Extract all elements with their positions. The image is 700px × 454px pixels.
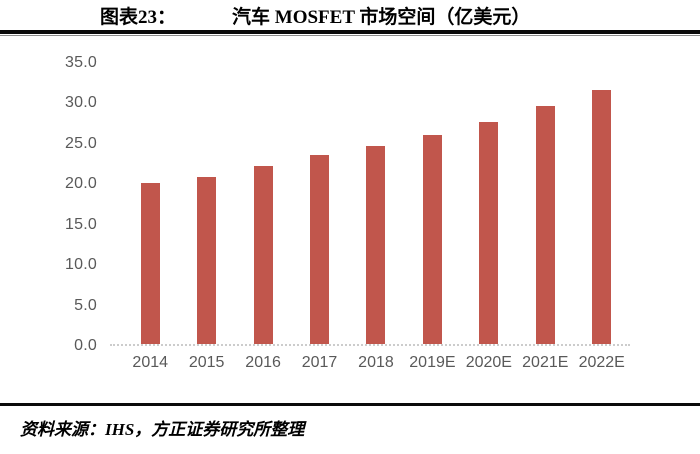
plot-area [110, 63, 630, 346]
y-tick-label: 15.0 [65, 215, 97, 233]
y-tick-label: 25.0 [65, 134, 97, 152]
bar-slot [461, 63, 517, 344]
bar-slot [122, 63, 178, 344]
bar [197, 177, 217, 344]
x-tick-label: 2021E [522, 354, 569, 371]
bar [253, 165, 273, 344]
x-tick-label: 2022E [578, 354, 625, 371]
y-axis: 0.0 5.0 10.0 15.0 20.0 25.0 30.0 35.0 [0, 54, 110, 354]
bar [366, 145, 386, 344]
x-tick-label: 2020E [465, 354, 512, 371]
x-tick-label: 2014 [132, 354, 169, 371]
bar-slot [178, 63, 234, 344]
x-tick-label: 2017 [301, 354, 338, 371]
bar [535, 106, 555, 344]
bar-slot [235, 63, 291, 344]
bar [310, 154, 330, 344]
source-note: 资料来源：IHS，方正证券研究所整理 [20, 420, 305, 439]
bar-slot [291, 63, 347, 344]
bar-chart: 0.0 5.0 10.0 15.0 20.0 25.0 30.0 35.0 2014 2015 2… [0, 54, 700, 372]
x-axis: 2014 2015 2016 2017 2018 2019E 2020E 2021E 2022E [110, 346, 630, 372]
x-tick-label: 2019E [409, 354, 456, 371]
y-tick-label: 30.0 [65, 94, 97, 112]
x-tick-label: 2015 [188, 354, 225, 371]
figure-title: 汽车 MOSFET 市场空间（亿美元） [232, 7, 531, 28]
y-tick-label: 35.0 [65, 54, 97, 71]
y-tick-label: 20.0 [65, 175, 97, 193]
bar [140, 183, 160, 344]
header-rule-thick [0, 30, 700, 34]
bar-slot [404, 63, 460, 344]
bar-slot [517, 63, 573, 344]
y-tick-label: 10.0 [65, 256, 97, 274]
figure-label: 图表23： [100, 7, 177, 28]
y-tick-label: 5.0 [74, 296, 97, 314]
bar-slot [574, 63, 630, 344]
plot-column: 2014 2015 2016 2017 2018 2019E 2020E 2021E 2022E [110, 63, 630, 372]
footer-rule [0, 403, 700, 406]
bar [479, 121, 499, 344]
x-tick-label: 2018 [358, 354, 394, 371]
figure-header: 图表23： 汽车 MOSFET 市场空间（亿美元） [0, 0, 700, 29]
bar [592, 90, 612, 344]
header-rule-thin [0, 35, 700, 36]
bar [422, 135, 442, 344]
y-tick-label: 0.0 [74, 337, 97, 354]
x-tick-label: 2016 [245, 354, 281, 371]
bar-slot [348, 63, 404, 344]
